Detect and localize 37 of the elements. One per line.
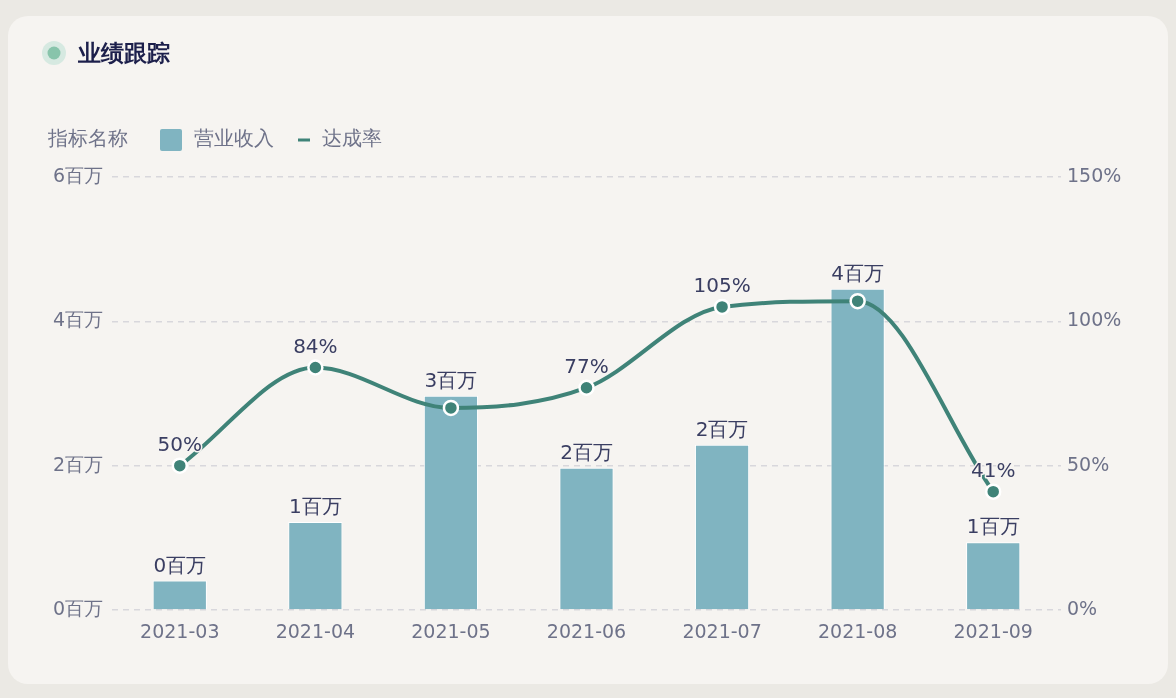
point bbox=[307, 359, 324, 376]
y2-tick-label: 150% bbox=[1067, 163, 1122, 186]
data-label: 1百万 bbox=[288, 494, 342, 519]
x-tick-label: 2021-08 bbox=[817, 620, 898, 643]
y-tick-label: 6百万 bbox=[52, 163, 103, 186]
point bbox=[578, 379, 595, 396]
point bbox=[713, 298, 731, 316]
x-tick-label: 2021-07 bbox=[682, 620, 762, 643]
data-label: 50% bbox=[157, 431, 203, 456]
x-tick-label: 2021-04 bbox=[275, 620, 356, 643]
data-label: 0百万 bbox=[153, 552, 207, 577]
x-tick-label: 2021-09 bbox=[953, 620, 1033, 643]
data-label: 1百万 bbox=[966, 514, 1020, 539]
y2-tick-label: 0% bbox=[1067, 596, 1098, 619]
point bbox=[171, 457, 189, 474]
x-tick-label: 2021-03 bbox=[140, 620, 220, 643]
legend-title: 指标名称 bbox=[47, 126, 128, 151]
data-label: 105% bbox=[693, 273, 751, 298]
data-label: 77% bbox=[564, 353, 609, 378]
y2-tick-label: 50% bbox=[1067, 452, 1110, 475]
y-tick-label: 2百万 bbox=[52, 452, 103, 475]
y-tick-label: 4百万 bbox=[52, 308, 103, 331]
data-label: 84% bbox=[293, 333, 338, 358]
y-tick-label: 0百万 bbox=[52, 596, 103, 619]
y2-tick-label: 100% bbox=[1067, 308, 1122, 331]
point bbox=[849, 292, 866, 310]
data-label: 3百万 bbox=[424, 367, 478, 392]
chart-title: 业绩跟踪 bbox=[78, 39, 170, 68]
legend-label: 营业收入 bbox=[194, 126, 274, 151]
legend-label: 达成率 bbox=[322, 126, 382, 151]
point bbox=[442, 399, 460, 417]
x-tick-label: 2021-05 bbox=[411, 620, 491, 643]
point bbox=[984, 483, 1002, 500]
x-tick-label: 2021-06 bbox=[546, 620, 627, 643]
data-label: 4百万 bbox=[831, 261, 885, 286]
data-label: 2百万 bbox=[560, 440, 613, 465]
data-label: 2百万 bbox=[695, 416, 749, 441]
